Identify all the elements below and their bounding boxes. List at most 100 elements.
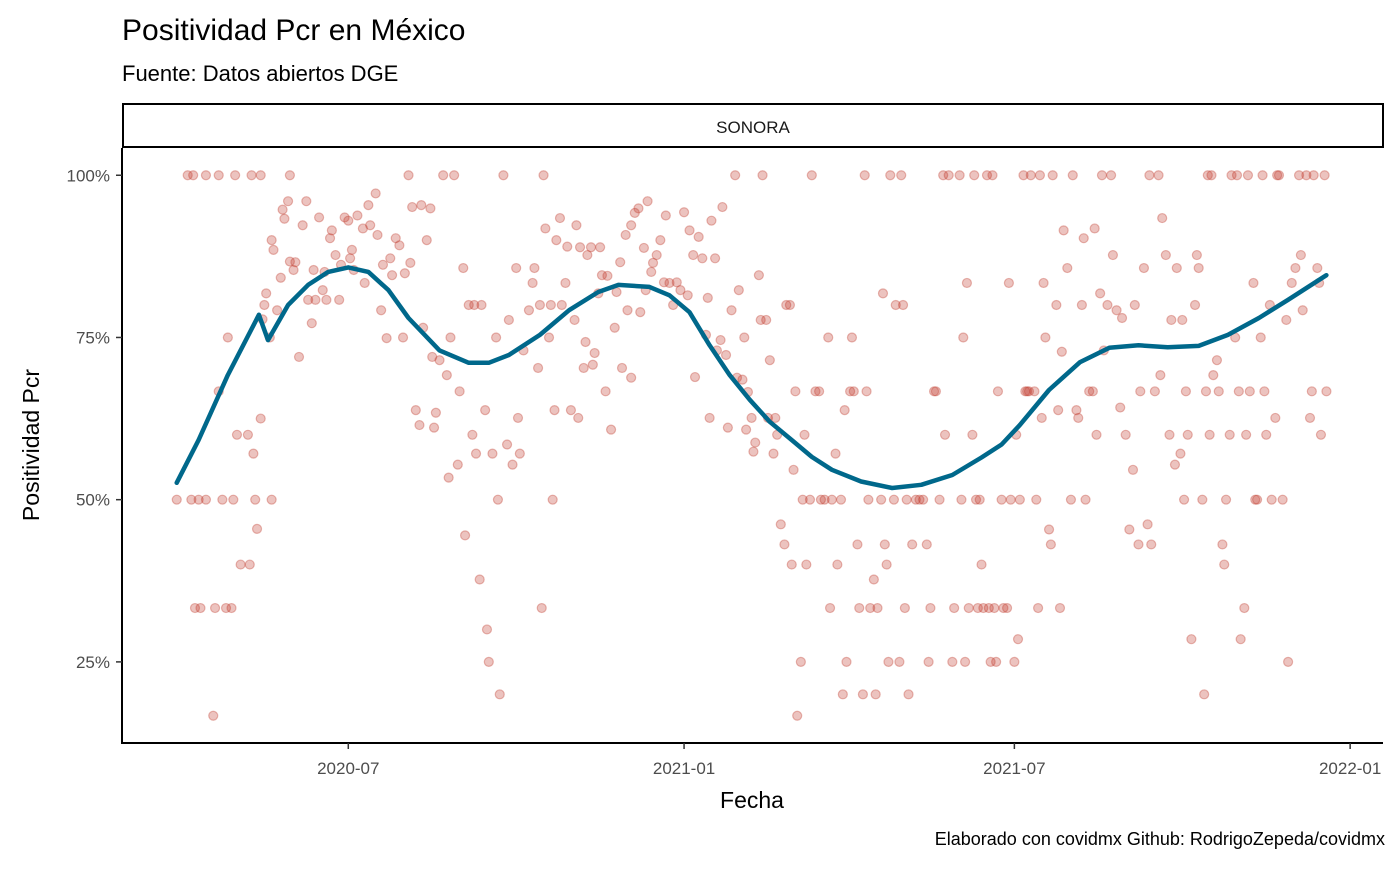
point [1102,299,1113,311]
point [310,294,321,305]
point [835,494,847,505]
point [675,284,686,296]
point [775,519,786,530]
point [852,539,863,550]
point [972,602,983,614]
point [819,494,830,505]
point [682,290,693,301]
point [186,494,197,505]
point [764,355,775,366]
point [717,201,728,213]
point [1065,494,1077,505]
point [1115,402,1126,413]
point [503,314,514,326]
point [925,602,936,614]
point [976,559,987,570]
point [321,294,332,305]
point [1219,559,1230,570]
point [626,220,637,231]
point [1036,412,1047,424]
point [806,170,817,181]
point [1062,262,1073,274]
point [483,656,494,667]
point [1031,494,1042,505]
point [1248,277,1259,289]
point [1095,288,1106,299]
point [290,257,301,268]
point [403,170,414,181]
point [246,170,257,181]
point [1135,386,1146,397]
point [1244,386,1255,397]
point [1189,299,1201,311]
point [1217,539,1228,550]
point [1129,299,1140,311]
point [737,374,748,385]
point [582,249,593,261]
point [757,170,768,181]
point [1270,412,1281,424]
point [1076,299,1087,311]
point [1040,332,1051,343]
point [1053,405,1064,416]
point [709,253,721,264]
point [226,602,237,614]
point [629,207,640,218]
point [1023,386,1035,397]
point [602,270,613,281]
point [1107,249,1119,261]
point [208,710,219,721]
point [301,196,312,207]
point [540,223,551,234]
point [363,199,374,211]
point [573,412,584,424]
point [635,307,646,318]
point [297,220,308,231]
point [188,170,199,181]
point [1295,249,1306,261]
point [410,405,421,416]
point [921,539,932,550]
point [1124,524,1135,535]
point [1166,314,1177,326]
point [1193,262,1204,274]
point [326,225,337,236]
point [529,262,540,274]
point [293,351,305,363]
point [987,170,998,181]
point [939,429,951,440]
x-tick-label: 2020-07 [317,759,379,778]
point [580,336,591,348]
point [514,448,525,459]
point [390,233,401,244]
point [1056,346,1067,357]
point [357,223,368,234]
point [268,244,279,255]
point [781,299,792,311]
point [469,299,480,311]
point [1197,494,1208,505]
point [857,689,869,700]
point [1257,170,1268,181]
point [282,196,294,207]
y-axis-title: Positividad Pcr [18,369,44,521]
point [317,284,328,296]
point [768,448,779,459]
point [255,170,266,181]
point [801,559,812,570]
point [956,494,967,505]
point [250,494,261,505]
x-tick-label: 2021-01 [653,759,715,778]
point [918,494,929,505]
point [1191,249,1202,261]
point [303,294,314,305]
point [1067,170,1078,181]
point [992,386,1004,397]
point [222,332,233,343]
point [1144,170,1155,181]
point [1202,170,1213,181]
point [596,270,608,281]
point [231,429,243,440]
point [200,170,212,181]
point [1186,634,1197,645]
